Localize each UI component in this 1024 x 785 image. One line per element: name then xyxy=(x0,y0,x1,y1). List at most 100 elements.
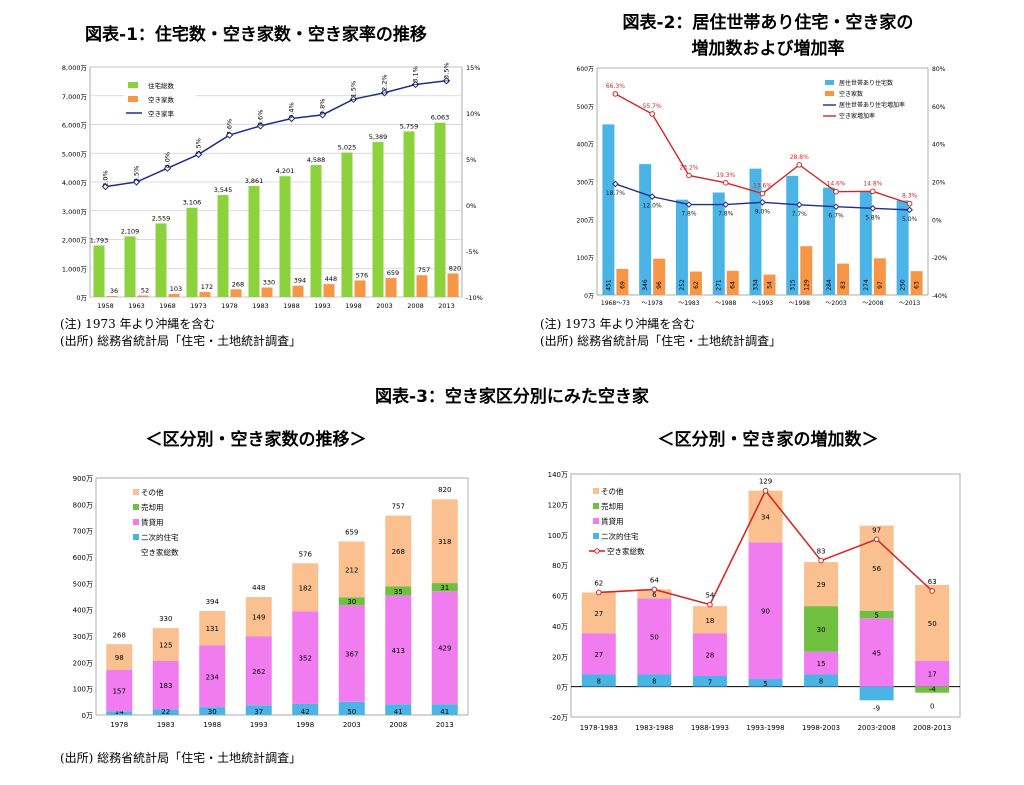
c3-segment-label: 50 xyxy=(347,708,356,716)
c3-xtick-label: 2013 xyxy=(436,721,454,729)
c1-point-rate xyxy=(318,111,327,119)
chart3-subtitle: ＜区分別・空き家数の推移＞ xyxy=(145,430,367,450)
c1-label-rate: 9.8% xyxy=(319,99,327,116)
c1-ytick-label: 0万 xyxy=(76,294,87,302)
c2-point-vacant-rate xyxy=(870,188,876,195)
c2-bar-housing xyxy=(896,200,909,295)
chart2-note: (注) 1973 年より沖縄を含む xyxy=(540,317,696,331)
c2-xtick-label: 〜2008 xyxy=(862,300,883,307)
c2-bar-vacant xyxy=(689,271,702,295)
c1-point-rate xyxy=(380,89,389,97)
c2-bar-vacant xyxy=(763,274,776,295)
c2-xtick-label: 1968〜73 xyxy=(601,300,630,307)
c1-label-housing: 6,063 xyxy=(431,114,450,122)
c2-point-vacant-rate xyxy=(649,111,655,117)
c4-bar-segment-0 xyxy=(581,674,616,687)
c4-legend-swatch xyxy=(593,533,599,539)
c2-label-vacant: 96 xyxy=(656,281,663,289)
c3-bar-segment-1 xyxy=(152,661,179,710)
c2-bar-vacant xyxy=(910,271,923,295)
c3-xtick-label: 2008 xyxy=(389,721,407,729)
c1-label-vacant: 394 xyxy=(294,277,306,285)
c2-ytick-label: 100万 xyxy=(577,255,594,262)
c2-point-housing-rate xyxy=(722,201,730,208)
c4-segment-label: 18 xyxy=(705,617,714,625)
c2-label-vacant: 63 xyxy=(914,281,921,289)
c1-y2tick-label: -5% xyxy=(466,248,479,256)
c2-label-housing-rate: 5.0% xyxy=(902,216,918,223)
c1-legend-rate: 空き家率 xyxy=(148,109,175,118)
c4-segment-label: 30 xyxy=(817,626,826,634)
c3-bar-segment-3 xyxy=(431,499,458,584)
c4-total-label: 83 xyxy=(817,548,826,556)
c4-legend-total: 空き家総数 xyxy=(607,546,645,556)
c4-total-label: 64 xyxy=(650,576,659,584)
c4-legend-swatch xyxy=(593,488,599,494)
c3-bar-segment-2 xyxy=(338,597,365,606)
c1-y2tick-label: 5% xyxy=(466,156,476,164)
c2-label-vacant: 97 xyxy=(877,281,884,289)
c3-total-label: 576 xyxy=(299,550,313,558)
c1-bar-housing xyxy=(372,142,384,297)
c4-xtick-label: 2003-2008 xyxy=(858,724,896,732)
c2-bar-vacant xyxy=(653,258,666,295)
c3-bar-segment-3 xyxy=(292,563,319,612)
c4-total-point xyxy=(595,589,602,596)
c3-bar-segment-2 xyxy=(385,586,412,596)
c1-label-vacant: 268 xyxy=(232,280,244,288)
c2-label-vacant: 129 xyxy=(803,279,810,291)
c4-bar-segment-1 xyxy=(859,618,894,687)
c1-xtick-label: 2013 xyxy=(438,302,455,310)
c3-segment-label: 234 xyxy=(206,673,220,681)
c4-ytick-label: 40万 xyxy=(552,623,568,631)
c3-total-label: 820 xyxy=(438,486,451,494)
c1-bar-housing xyxy=(248,185,260,297)
c4-legend-item: 二次的住宅 xyxy=(601,531,639,541)
c1-bar-vacant xyxy=(385,278,397,297)
c3-segment-label: 131 xyxy=(206,625,219,633)
c3-bar-segment-1 xyxy=(431,591,458,705)
c1-label-housing: 1,793 xyxy=(90,236,109,244)
c3-xtick-label: 2003 xyxy=(343,721,361,729)
c2-label-housing: 252 xyxy=(679,279,686,291)
c2-label-housing: 334 xyxy=(753,279,760,291)
c1-ytick-label: 4,000万 xyxy=(62,179,88,187)
c2-point-housing-rate xyxy=(612,180,619,188)
c4-ytick-label: 100万 xyxy=(548,532,568,540)
c4-legend-item: 売却用 xyxy=(601,501,624,511)
c3-segment-label: 125 xyxy=(159,642,172,650)
c4-bar-segment-0 xyxy=(692,675,727,687)
c3-legend-item: 賃貸用 xyxy=(141,517,164,527)
c4-legend-marker-total xyxy=(594,548,600,554)
c1-bar-housing xyxy=(186,207,198,297)
c4-bar-segment-3 xyxy=(581,592,616,634)
c2-bar-housing xyxy=(786,175,799,295)
c2-y2tick-label: 60% xyxy=(932,104,946,111)
c2-label-housing-rate: 6.7% xyxy=(828,213,844,220)
c4-segment-label: 29 xyxy=(817,581,826,589)
c1-label-vacant: 52 xyxy=(141,287,149,295)
c2-label-vacant: 54 xyxy=(767,281,774,289)
c3-bar-segment-3 xyxy=(245,597,272,637)
c1-label-rate: 8.6% xyxy=(257,110,265,127)
c1-bar-housing xyxy=(310,165,322,297)
c2-point-housing-rate xyxy=(832,203,840,210)
c2-bar-housing xyxy=(712,192,725,295)
c1-label-rate: 2.0% xyxy=(102,170,110,187)
c1-bar-housing xyxy=(93,245,105,297)
c2-label-housing-rate: 18.7% xyxy=(606,190,625,197)
c1-label-housing: 4,201 xyxy=(276,167,295,175)
c1-label-vacant: 103 xyxy=(170,285,182,293)
c2-bar-vacant xyxy=(837,263,850,295)
c2-point-vacant-rate xyxy=(612,91,619,97)
c3-xtick-label: 1978 xyxy=(110,721,128,729)
c2-point-vacant-rate xyxy=(906,200,913,207)
c2-legend-box xyxy=(821,76,917,126)
c2-y2tick-label: 20% xyxy=(932,180,946,187)
c1-xtick-label: 2008 xyxy=(407,302,424,310)
c1-xtick-label: 1983 xyxy=(252,302,269,310)
c1-xtick-label: 1958 xyxy=(97,302,114,310)
c1-point-rate xyxy=(225,131,234,139)
c2-legend-vacant-rate: 空き家増加率 xyxy=(839,112,875,120)
c1-xtick-label: 1988 xyxy=(283,302,300,310)
